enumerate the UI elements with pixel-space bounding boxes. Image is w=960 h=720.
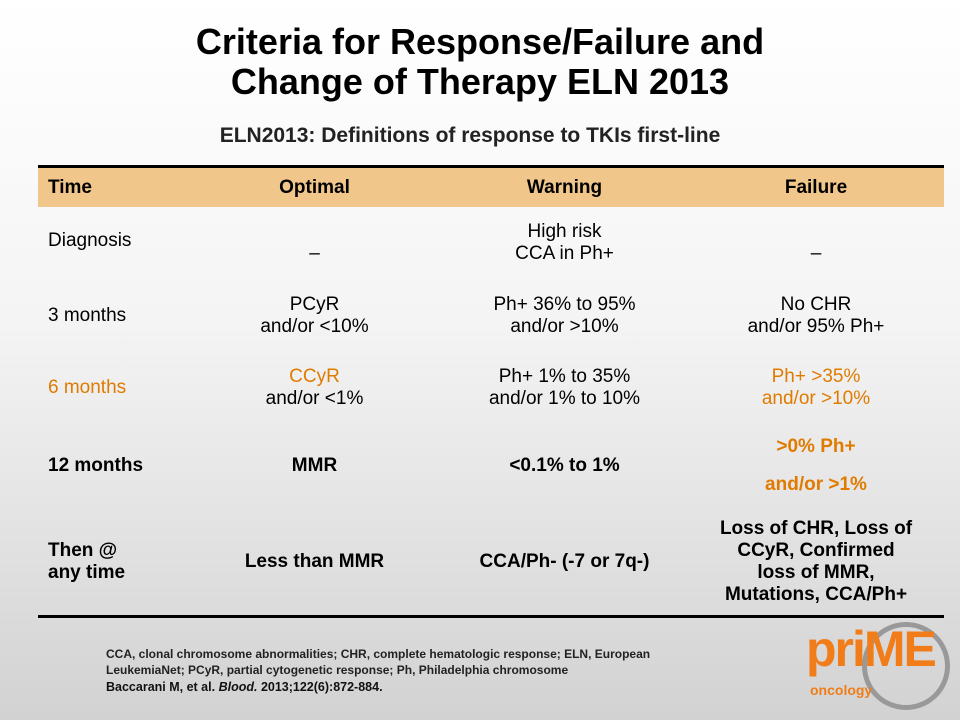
header-time: Time bbox=[48, 176, 93, 198]
cell-optimal-line-1: CCyR bbox=[289, 366, 340, 387]
cell-optimal: CCyR and/or <1% bbox=[188, 366, 441, 410]
citation: Baccarani M, et al. Blood. 2013;122(6):8… bbox=[106, 680, 383, 694]
cell-time: 12 months bbox=[48, 455, 144, 476]
cell-warning: CCA/Ph- (-7 or 7q-) bbox=[479, 551, 650, 572]
slide-subtitle: ELN2013: Definitions of response to TKIs… bbox=[219, 124, 721, 147]
cell-failure: – bbox=[810, 243, 822, 264]
cell-failure: >0% Ph+ and/or >1% bbox=[688, 436, 944, 496]
cell-optimal: MMR bbox=[291, 455, 338, 476]
logo-text: priME bbox=[806, 621, 937, 677]
cell-warning: High risk CCA in Ph+ bbox=[515, 221, 614, 264]
prime-oncology-logo: priME oncology bbox=[806, 618, 956, 718]
cell-time: Then @ any time bbox=[48, 540, 126, 583]
title-line-2: Change of Therapy ELN 2013 bbox=[230, 61, 730, 102]
cell-warning: <0.1% to 1% bbox=[509, 455, 620, 476]
slide-title: Criteria for Response/Failure and Change… bbox=[0, 22, 960, 102]
cell-optimal: Less than MMR bbox=[244, 551, 385, 572]
cell-time: 6 months bbox=[48, 377, 127, 398]
cell-optimal-line-2: and/or <1% bbox=[265, 388, 364, 409]
cell-failure-line-2: and/or >1% bbox=[765, 474, 867, 495]
cell-failure: Ph+ >35% and/or >10% bbox=[761, 366, 871, 409]
cell-optimal: PCyR and/or <10% bbox=[260, 294, 369, 337]
table-header-row: Time Optimal Warning Failure bbox=[38, 168, 944, 207]
abbreviations-footnote: CCA, clonal chromosome abnormalities; CH… bbox=[106, 647, 651, 677]
citation-authors: Baccarani M, et al. bbox=[106, 680, 216, 694]
table-row-12-months: 12 months MMR <0.1% to 1% >0% Ph+ and/or… bbox=[38, 423, 944, 509]
citation-details: 2013;122(6):872-884. bbox=[260, 680, 383, 694]
cell-warning: Ph+ 36% to 95% and/or >10% bbox=[493, 294, 636, 337]
cell-time: 3 months bbox=[48, 305, 127, 326]
table-row-6-months: 6 months CCyR and/or <1% Ph+ 1% to 35% a… bbox=[38, 353, 944, 423]
response-table: Time Optimal Warning Failure Diagnosis –… bbox=[38, 165, 944, 618]
citation-journal: Blood. bbox=[218, 680, 258, 694]
cell-time: Diagnosis bbox=[48, 230, 132, 251]
cell-failure: No CHR and/or 95% Ph+ bbox=[747, 294, 885, 337]
title-line-1: Criteria for Response/Failure and bbox=[195, 21, 765, 62]
logo-subtext: oncology bbox=[810, 682, 873, 698]
header-optimal: Optimal bbox=[279, 176, 350, 198]
cell-failure: Loss of CHR, Loss of CCyR, Confirmed los… bbox=[719, 518, 913, 605]
cell-failure-line-1: >0% Ph+ bbox=[776, 436, 856, 457]
cell-warning: Ph+ 1% to 35% and/or 1% to 10% bbox=[488, 366, 641, 409]
table-row-diagnosis: Diagnosis – High risk CCA in Ph+ – bbox=[38, 207, 944, 279]
cell-optimal: – bbox=[309, 243, 320, 264]
table-row-any-time: Then @ any time Less than MMR CCA/Ph- (-… bbox=[38, 509, 944, 615]
header-warning: Warning bbox=[526, 176, 603, 198]
header-failure: Failure bbox=[784, 176, 848, 198]
table-row-3-months: 3 months PCyR and/or <10% Ph+ 36% to 95%… bbox=[38, 279, 944, 353]
logo-circle bbox=[862, 622, 950, 710]
